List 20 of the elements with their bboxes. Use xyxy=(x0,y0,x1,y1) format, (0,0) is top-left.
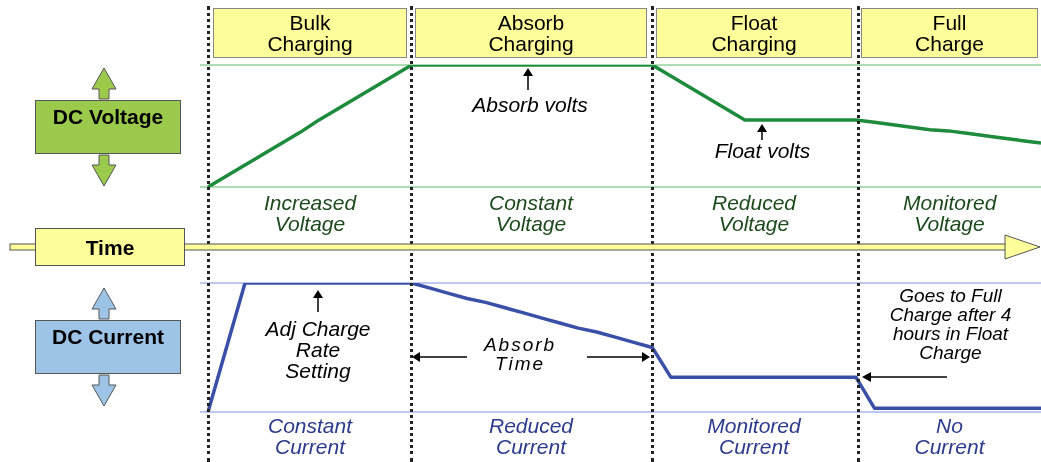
text: Full Charge xyxy=(861,8,1038,58)
text: Constant Voltage xyxy=(487,191,575,235)
text: Float Charging xyxy=(656,8,852,58)
text: Increased Voltage xyxy=(262,191,358,235)
annotation: Adj Charge Rate Setting xyxy=(263,317,372,382)
text: Monitored Current xyxy=(706,414,802,458)
text: Reduced Current xyxy=(487,414,575,458)
text: Monitored Voltage xyxy=(902,191,998,235)
annotation: Absorb volts xyxy=(470,93,589,116)
x-axis-title: Time xyxy=(35,228,185,266)
text: Reduced Voltage xyxy=(710,191,798,235)
text: No Current xyxy=(913,414,987,458)
annotation: Goes to Full Charge after 4 hours in Float Charge xyxy=(868,285,1033,363)
text: Constant Current xyxy=(266,414,354,458)
y-axis-title: DC Voltage xyxy=(35,100,181,154)
annotation: Absorb Time xyxy=(482,334,558,374)
text: Absorb Charging xyxy=(415,8,647,58)
text: Bulk Charging xyxy=(213,8,407,58)
annotation: Float volts xyxy=(713,139,812,162)
y-axis-title: DC Current xyxy=(35,320,181,374)
